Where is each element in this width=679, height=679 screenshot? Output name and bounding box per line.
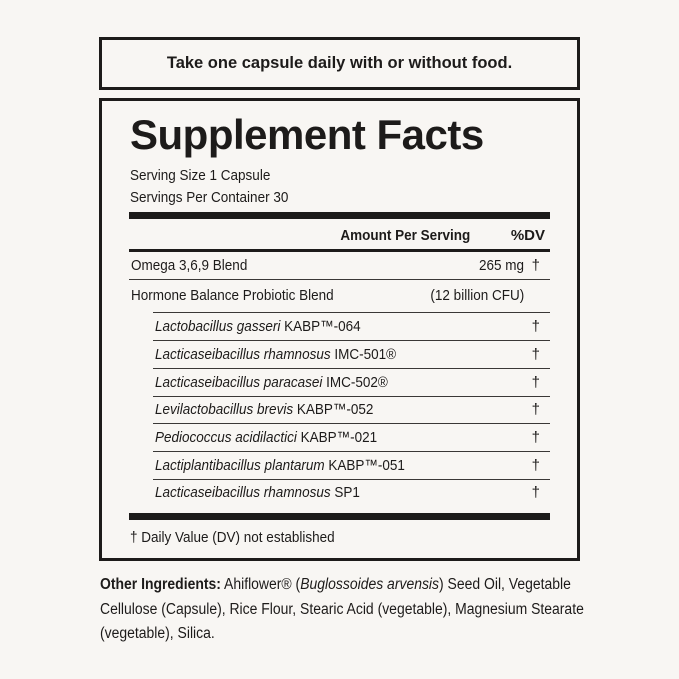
nutrient-amount: (12 billion CFU) (430, 287, 524, 304)
header-divider (129, 249, 550, 252)
row-divider (153, 423, 550, 424)
nutrient-name: Omega 3,6,9 Blend (131, 257, 248, 274)
nutrient-amount: 265 mg (478, 257, 524, 274)
supplement-facts-panel: Supplement Facts Serving Size 1 Capsule … (99, 98, 580, 561)
row-divider (153, 340, 550, 341)
strain-row: Levilactobacillus brevis KABP™-052 † (153, 396, 550, 424)
strain-dv: † (531, 346, 540, 363)
thick-divider (129, 212, 550, 219)
header-amount: Amount Per Serving (340, 227, 470, 244)
other-ingredients-label: Other Ingredients: (100, 576, 221, 593)
strain-name: Lacticaseibacillus rhamnosus SP1 (155, 484, 360, 501)
strain-dv: † (531, 374, 540, 391)
row-divider (129, 279, 550, 280)
strain-name: Lacticaseibacillus rhamnosus IMC-501® (155, 346, 397, 363)
row-divider (153, 479, 550, 480)
strain-dv: † (531, 457, 540, 474)
servings-per-container: Servings Per Container 30 (130, 189, 289, 206)
strain-row: Pediococcus acidilactici KABP™-021 † (153, 424, 550, 452)
other-ingredients-italic: Buglossoides arvensis (300, 576, 440, 593)
row-divider (153, 396, 550, 397)
header-dv: %DV (510, 227, 545, 244)
nutrient-dv: † (531, 257, 540, 274)
strain-name: Lactobacillus gasseri KABP™-064 (155, 318, 361, 335)
strain-dv: † (531, 429, 540, 446)
panel-title: Supplement Facts (130, 111, 484, 158)
footnote: † Daily Value (DV) not established (130, 529, 335, 546)
strain-row: Lacticaseibacillus rhamnosus IMC-501® † (153, 341, 550, 369)
strain-row: Lactiplantibacillus plantarum KABP™-051 † (153, 452, 550, 480)
other-ingredients-text: Ahiflower® ( (220, 576, 301, 593)
row-divider (153, 451, 550, 452)
serving-size: Serving Size 1 Capsule (130, 167, 271, 184)
strain-name: Lactiplantibacillus plantarum KABP™-051 (155, 457, 405, 474)
other-ingredients: Other Ingredients: Ahiflower® (Buglossoi… (100, 573, 604, 647)
strain-row: Lacticaseibacillus rhamnosus SP1 † (153, 479, 550, 507)
strain-dv: † (531, 318, 540, 335)
other-ingredients-text: ) Seed Oil, Vegetable Cellulose (Capsule… (100, 576, 584, 642)
directions-box: Take one capsule daily with or without f… (99, 37, 580, 90)
strain-name: Lacticaseibacillus paracasei IMC-502® (155, 374, 388, 391)
row-divider (153, 368, 550, 369)
strain-name: Pediococcus acidilactici KABP™-021 (155, 429, 378, 446)
nutrient-row: Omega 3,6,9 Blend 265 mg † (129, 252, 550, 280)
directions-text: Take one capsule daily with or without f… (166, 54, 513, 72)
row-divider (153, 312, 550, 313)
strain-name: Levilactobacillus brevis KABP™-052 (155, 401, 374, 418)
strain-dv: † (531, 484, 540, 501)
thick-divider (129, 513, 550, 520)
nutrient-row: Hormone Balance Probiotic Blend (12 billi… (129, 282, 550, 310)
strain-row: Lacticaseibacillus paracasei IMC-502® † (153, 369, 550, 397)
strain-row: Lactobacillus gasseri KABP™-064 † (153, 313, 550, 341)
nutrient-name: Hormone Balance Probiotic Blend (131, 287, 334, 304)
strain-dv: † (531, 401, 540, 418)
